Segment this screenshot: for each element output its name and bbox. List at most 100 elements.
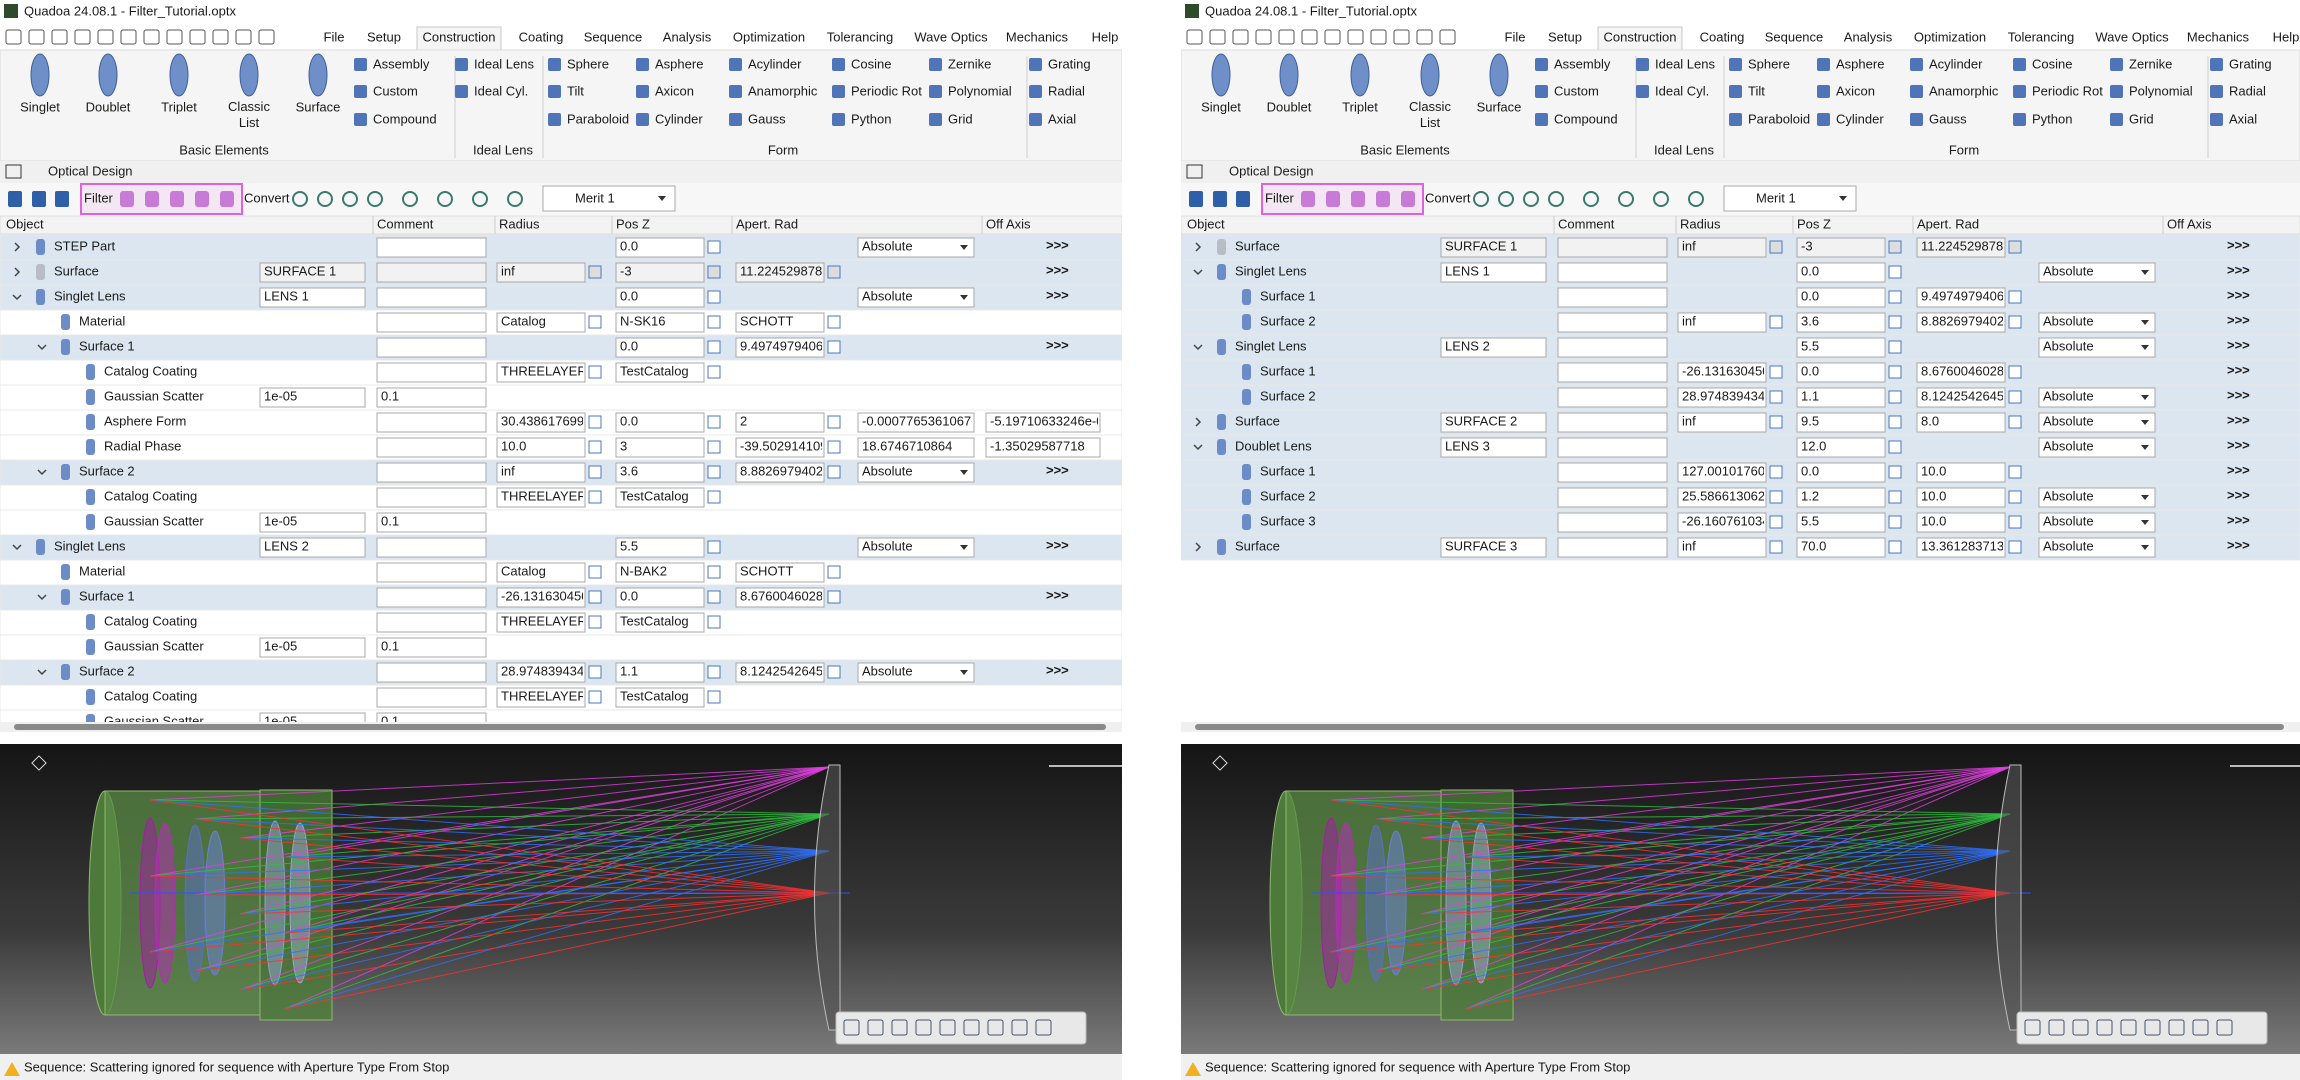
cell-check[interactable] [827, 315, 841, 329]
table-row[interactable]: Asphere Form 30.4386176994 0.0 2 -0.00077653… [0, 409, 1122, 436]
small-button-label[interactable]: Tilt [1748, 83, 1765, 98]
quick-access-icon[interactable] [258, 29, 275, 45]
cell-check[interactable] [707, 590, 721, 604]
cell-box[interactable] [496, 362, 586, 383]
cell-box[interactable] [615, 462, 705, 483]
merit-dropdown[interactable] [542, 185, 676, 212]
quick-access-icon[interactable] [143, 29, 160, 45]
toolbar-icon[interactable] [317, 191, 333, 207]
cell-box[interactable] [259, 712, 366, 732]
large-button-label[interactable]: Surface [1477, 99, 1522, 114]
expand-button[interactable]: >>> [2227, 462, 2250, 477]
small-button-icon[interactable] [929, 58, 942, 71]
cell-box[interactable] [376, 387, 487, 408]
cell-box[interactable] [496, 687, 586, 708]
menu-tab[interactable]: Setup [1548, 29, 1582, 44]
cell-box[interactable] [1916, 287, 2006, 308]
scrollbar-thumb[interactable] [14, 724, 1106, 730]
tree-toggle[interactable] [1193, 444, 1203, 451]
cell-check[interactable] [1888, 490, 1902, 504]
cell-check[interactable] [1769, 390, 1783, 404]
cell-check[interactable] [827, 265, 841, 279]
view-tool[interactable] [2096, 1019, 2113, 1036]
view-tool[interactable] [1011, 1019, 1028, 1036]
filter-icon[interactable] [1401, 191, 1415, 207]
cell-box[interactable] [1916, 312, 2006, 333]
small-button-label[interactable]: Grid [948, 111, 973, 126]
table-row[interactable]: Surface 1 0.0 9.49749794069 >>> [0, 334, 1122, 361]
view-tool[interactable] [2048, 1019, 2065, 1036]
cell-box[interactable] [496, 562, 586, 583]
cell-box[interactable] [259, 512, 366, 533]
quick-access-icon[interactable] [1301, 29, 1318, 45]
cell-box[interactable] [1440, 437, 1547, 458]
tree-toggle[interactable] [1195, 417, 1202, 427]
cell-box[interactable] [1677, 537, 1767, 558]
tree-toggle[interactable] [14, 242, 21, 252]
cell-box[interactable] [1557, 262, 1668, 283]
cell-box[interactable] [376, 362, 487, 383]
cell-check[interactable] [1888, 265, 1902, 279]
small-button-label[interactable]: Radial [2229, 83, 2266, 98]
cell-box[interactable] [376, 537, 487, 558]
menu-tab[interactable]: Coating [1700, 29, 1745, 44]
menu-tab[interactable]: Tolerancing [2008, 29, 2075, 44]
cell-box[interactable] [2038, 412, 2156, 433]
cell-check[interactable] [707, 415, 721, 429]
cell-check[interactable] [588, 315, 602, 329]
table-row[interactable]: Gaussian Scatter 1e-05 0.1 [0, 509, 1122, 536]
cell-box[interactable] [376, 462, 487, 483]
view-tool[interactable] [915, 1019, 932, 1036]
tree-toggle[interactable] [37, 594, 47, 601]
cell-check[interactable] [1769, 490, 1783, 504]
toolbar-icon[interactable] [402, 191, 418, 207]
menu-tab[interactable]: Help [2273, 29, 2300, 44]
quick-access-icon[interactable] [1209, 29, 1226, 45]
large-button-icon[interactable] [1420, 53, 1440, 97]
large-button-icon[interactable] [30, 53, 50, 97]
small-button-label[interactable]: Sphere [1748, 56, 1790, 71]
tree-toggle[interactable] [37, 669, 47, 676]
view-tool[interactable] [963, 1019, 980, 1036]
filter-icon[interactable] [1351, 191, 1365, 207]
large-button-icon[interactable] [308, 53, 328, 97]
small-button-label[interactable]: Axial [2229, 111, 2257, 126]
cell-box[interactable] [1557, 237, 1668, 258]
cell-box[interactable] [376, 412, 487, 433]
cell-box[interactable] [376, 612, 487, 633]
menu-tab[interactable]: Tolerancing [827, 29, 894, 44]
cell-box[interactable] [1677, 237, 1767, 258]
small-button-label[interactable]: Compound [1554, 111, 1618, 126]
cell-box[interactable] [985, 412, 1101, 433]
cell-check[interactable] [2008, 415, 2022, 429]
small-button-icon[interactable] [548, 58, 561, 71]
tree-toggle[interactable] [12, 544, 22, 551]
cell-check[interactable] [827, 590, 841, 604]
cell-box[interactable] [735, 337, 825, 358]
cell-box[interactable] [496, 312, 586, 333]
toolbar-icon[interactable] [292, 191, 308, 207]
table-row[interactable]: STEP Part 0.0 Absolute >>> [0, 234, 1122, 261]
quick-access-icon[interactable] [120, 29, 137, 45]
cell-check[interactable] [707, 315, 721, 329]
toolbar-icon[interactable] [1213, 191, 1227, 207]
cell-check[interactable] [1888, 340, 1902, 354]
cell-check[interactable] [1769, 315, 1783, 329]
cell-box[interactable] [1440, 337, 1547, 358]
table-row[interactable]: Surface 1 -26.1316304503 0.0 8.67600460288 >… [1181, 359, 2300, 386]
cell-box[interactable] [376, 337, 487, 358]
cell-check[interactable] [588, 565, 602, 579]
cell-check[interactable] [1769, 465, 1783, 479]
filter-icon[interactable] [1326, 191, 1340, 207]
cell-box[interactable] [1796, 312, 1886, 333]
cell-box[interactable] [615, 362, 705, 383]
menu-tab[interactable]: Construction [423, 29, 496, 44]
cell-box[interactable] [1916, 387, 2006, 408]
large-button-label[interactable]: Triplet [161, 99, 197, 114]
quick-access-icon[interactable] [1255, 29, 1272, 45]
quick-access-icon[interactable] [97, 29, 114, 45]
tree-toggle[interactable] [1193, 344, 1203, 351]
cell-box[interactable] [615, 262, 705, 283]
view-tool[interactable] [843, 1019, 860, 1036]
large-button-icon[interactable] [1211, 53, 1231, 97]
